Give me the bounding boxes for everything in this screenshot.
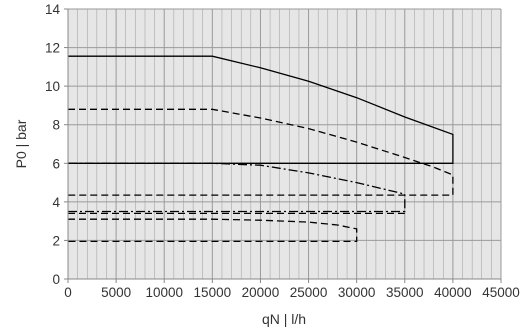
y-tick-label: 2 — [52, 233, 60, 248]
x-tick-label: 35000 — [386, 285, 424, 300]
x-tick-labels: 0 5000 10000 15000 20000 25000 30000 35000 40000… — [64, 279, 520, 300]
y-tick-label: 14 — [45, 2, 61, 17]
series-line-3-dashdot — [68, 162, 405, 195]
x-tick-label: 15000 — [194, 285, 232, 300]
x-tick-label: 20000 — [242, 285, 280, 300]
series-line-2-dashed — [68, 108, 454, 196]
x-tick-label: 5000 — [101, 285, 131, 300]
x-tick-label: 10000 — [145, 285, 183, 300]
y-tick-label: 6 — [52, 156, 60, 171]
y-axis-label: P0 | bar — [13, 119, 29, 168]
plot-area — [68, 9, 501, 279]
series-line-4-dashdot — [68, 194, 406, 213]
series-line-1-solid — [68, 55, 454, 164]
y-tick-label: 8 — [52, 118, 60, 133]
y-tick-label: 0 — [52, 272, 60, 287]
series-layer — [68, 55, 454, 243]
x-tick-label: 40000 — [434, 285, 472, 300]
y-tick-label: 12 — [45, 41, 60, 56]
y-tick-label: 10 — [45, 79, 60, 94]
x-axis-label: qN | l/h — [262, 311, 306, 327]
y-tick-label: 4 — [52, 195, 60, 210]
x-tick-label: 0 — [64, 285, 72, 300]
minor-grid — [77, 9, 492, 279]
x-tick-label: 25000 — [290, 285, 328, 300]
x-tick-label: 30000 — [338, 285, 376, 300]
x-tick-label: 45000 — [482, 285, 520, 300]
y-tick-labels: 0 2 4 6 8 10 12 14 — [45, 2, 68, 287]
series-line-6-dashed — [68, 218, 358, 243]
